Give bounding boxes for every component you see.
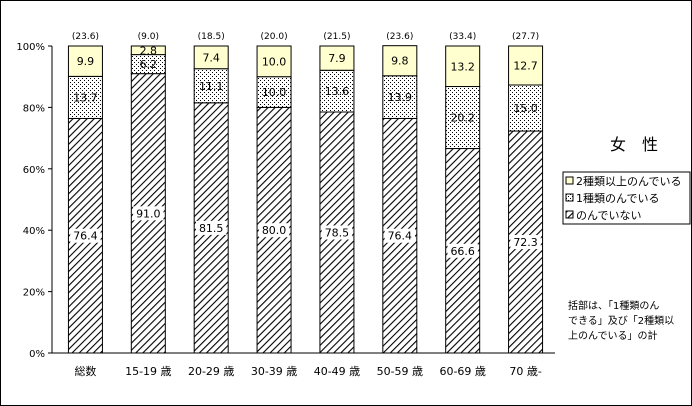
group-total-label: (27.7) (512, 32, 539, 42)
y-tick-label: 20% (23, 288, 45, 299)
value-label: 13.9 (388, 91, 413, 104)
x-category-label: 30-39 歳 (251, 365, 297, 378)
value-label-bg (447, 243, 478, 258)
value-label: 13.6 (325, 85, 350, 98)
y-tick-label: 0% (29, 349, 45, 360)
value-label: 13.7 (73, 91, 98, 104)
value-label: 11.1 (199, 80, 224, 93)
group-total-label: (23.6) (72, 32, 99, 42)
legend-swatch-none (565, 210, 574, 219)
value-label: 7.9 (328, 52, 346, 65)
legend-label-none: のんでいない (576, 209, 641, 222)
group-total-label: (18.5) (198, 32, 225, 42)
bar-segment-one (67, 75, 103, 119)
bar-segment-one (193, 68, 229, 104)
value-label: 80.0 (262, 224, 287, 237)
bar-segment-two-or-more (67, 45, 103, 77)
footnote-line-1: 括部は、「1種類のん (568, 299, 659, 312)
group-total-label: (33.4) (449, 32, 476, 42)
legend-label-two-or-more: 2種類以上のんでいる (576, 174, 681, 188)
bar-segment-one (319, 69, 355, 113)
footnote-line-3: 上のんでいる」の計 (568, 329, 658, 342)
bar-segment-two-or-more (382, 45, 418, 77)
value-label-bg (133, 206, 164, 221)
footnote: 括部は、「1種類のん できる」及び「2種類以 上のんでいる」の計 (568, 299, 674, 342)
bar-segment-two-or-more (445, 45, 481, 88)
legend: 2種類以上のんでいる 1種類のんでいる のんでいない (562, 171, 691, 225)
y-tick-label: 100% (16, 42, 45, 53)
bar-segment-one (382, 75, 418, 119)
value-label: 76.4 (388, 230, 413, 243)
value-label: 81.5 (199, 222, 224, 235)
group-total-label: (9.0) (138, 32, 159, 42)
legend-box (562, 171, 691, 225)
legend-label-one: 1種類のんでいる (576, 191, 659, 205)
value-label: 66.6 (450, 245, 475, 258)
value-label-bg (195, 220, 227, 235)
value-label-bg (321, 225, 353, 240)
bar-segment-one (508, 84, 544, 132)
bar-segment-two-or-more (319, 45, 355, 71)
value-label: 9.9 (77, 55, 95, 68)
group-total-label: (21.5) (323, 32, 350, 42)
value-label: 76.4 (73, 230, 98, 243)
group-total-label: (23.6) (386, 32, 413, 42)
x-category-label: 20-29 歳 (188, 365, 234, 378)
bar-segment-one (256, 76, 292, 108)
value-label-bg (258, 223, 290, 238)
bar-segment-two-or-more (193, 45, 229, 70)
chart-title: 女 性 (610, 135, 658, 154)
legend-swatch-two-or-more (565, 176, 574, 185)
bar-segment-two-or-more (508, 45, 544, 86)
x-category-label: 70 歳- (509, 365, 541, 378)
y-tick-label: 80% (23, 103, 45, 114)
bar-segment-two-or-more (130, 45, 166, 56)
y-tick-label: 60% (23, 165, 45, 176)
x-category-label: 15-19 歳 (125, 365, 171, 378)
value-label: 9.8 (391, 55, 409, 68)
bar-segment-two-or-more (256, 45, 292, 78)
value-label: 13.2 (450, 60, 475, 73)
bar-segment-one (445, 86, 481, 150)
value-label: 78.5 (325, 227, 350, 240)
value-label: 91.0 (136, 207, 161, 220)
value-label: 10.0 (262, 86, 287, 99)
x-category-label: 総数 (74, 364, 96, 378)
x-category-label: 50-59 歳 (377, 365, 423, 378)
value-label: 15.0 (513, 102, 538, 115)
value-label: 6.2 (140, 58, 158, 71)
x-category-label: 40-49 歳 (314, 365, 360, 378)
value-label-bg (510, 235, 541, 250)
value-label: 12.7 (513, 59, 538, 72)
value-label-bg (384, 228, 416, 243)
group-total-label: (20.0) (261, 32, 288, 42)
legend-swatch-one (565, 193, 574, 202)
y-tick-label: 40% (23, 226, 45, 237)
value-label: 10.0 (262, 55, 287, 68)
value-label: 2.8 (140, 44, 158, 57)
value-label: 72.3 (513, 236, 538, 249)
x-category-label: 60-69 歳 (439, 365, 485, 378)
value-label-bg (70, 228, 101, 243)
value-label: 20.2 (450, 112, 475, 125)
value-label: 7.4 (202, 51, 220, 64)
footnote-line-2: できる」及び「2種類以 (568, 314, 674, 327)
